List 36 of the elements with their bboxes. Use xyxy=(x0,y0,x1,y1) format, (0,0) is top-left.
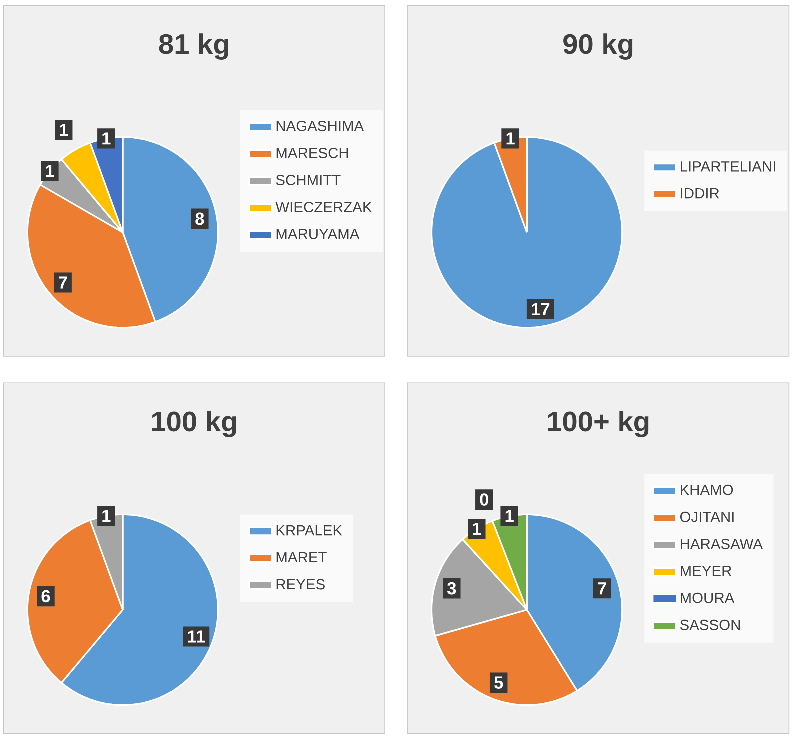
legend-label: MARUYAMA xyxy=(276,229,360,240)
data-label: 1 xyxy=(506,510,514,522)
data-label: 7 xyxy=(598,582,606,595)
data-label: 5 xyxy=(494,676,504,690)
legend-label: IDDIR xyxy=(681,188,720,199)
legend-label: REYES xyxy=(276,579,325,590)
legend-label: MOURA xyxy=(681,593,735,604)
chart-title: 100+ kg xyxy=(548,411,649,438)
legend-label: SASSON xyxy=(680,620,740,630)
legend-label: MEYER xyxy=(681,566,732,576)
data-label: 3 xyxy=(447,582,456,595)
data-label: 1 xyxy=(46,165,54,178)
chart-title: 100 kg xyxy=(152,411,236,438)
legend-label: SCHMITT xyxy=(276,175,341,186)
text: 0 xyxy=(480,494,489,506)
chart-title: 81 kg xyxy=(159,34,228,60)
legend-label: MARET xyxy=(276,552,327,563)
legend-label: WIECZERZAK xyxy=(276,202,372,213)
data-label: 7 xyxy=(58,276,68,289)
data-label: 1 xyxy=(506,132,515,145)
legend-label: OJITANI xyxy=(680,512,734,522)
legend-label: KHAMO xyxy=(681,485,734,496)
legend-label: NAGASHIMA xyxy=(276,121,364,132)
legend-label: LIPARTELIANI xyxy=(681,162,776,172)
chart-title: 90 kg xyxy=(564,34,633,60)
legend-label: HARASAWA xyxy=(681,539,764,550)
data-label: 1 xyxy=(102,132,111,145)
data-label: 1 xyxy=(473,523,482,536)
data-label: 8 xyxy=(196,212,204,226)
data-label: 1 xyxy=(60,124,68,136)
data-label: 11 xyxy=(188,630,206,643)
legend-label: KRPALEK xyxy=(276,526,342,536)
data-label: 17 xyxy=(532,304,550,316)
legend-label: MARESCH xyxy=(276,148,348,159)
data-label: 1 xyxy=(102,510,111,522)
data-label: 6 xyxy=(42,590,50,603)
